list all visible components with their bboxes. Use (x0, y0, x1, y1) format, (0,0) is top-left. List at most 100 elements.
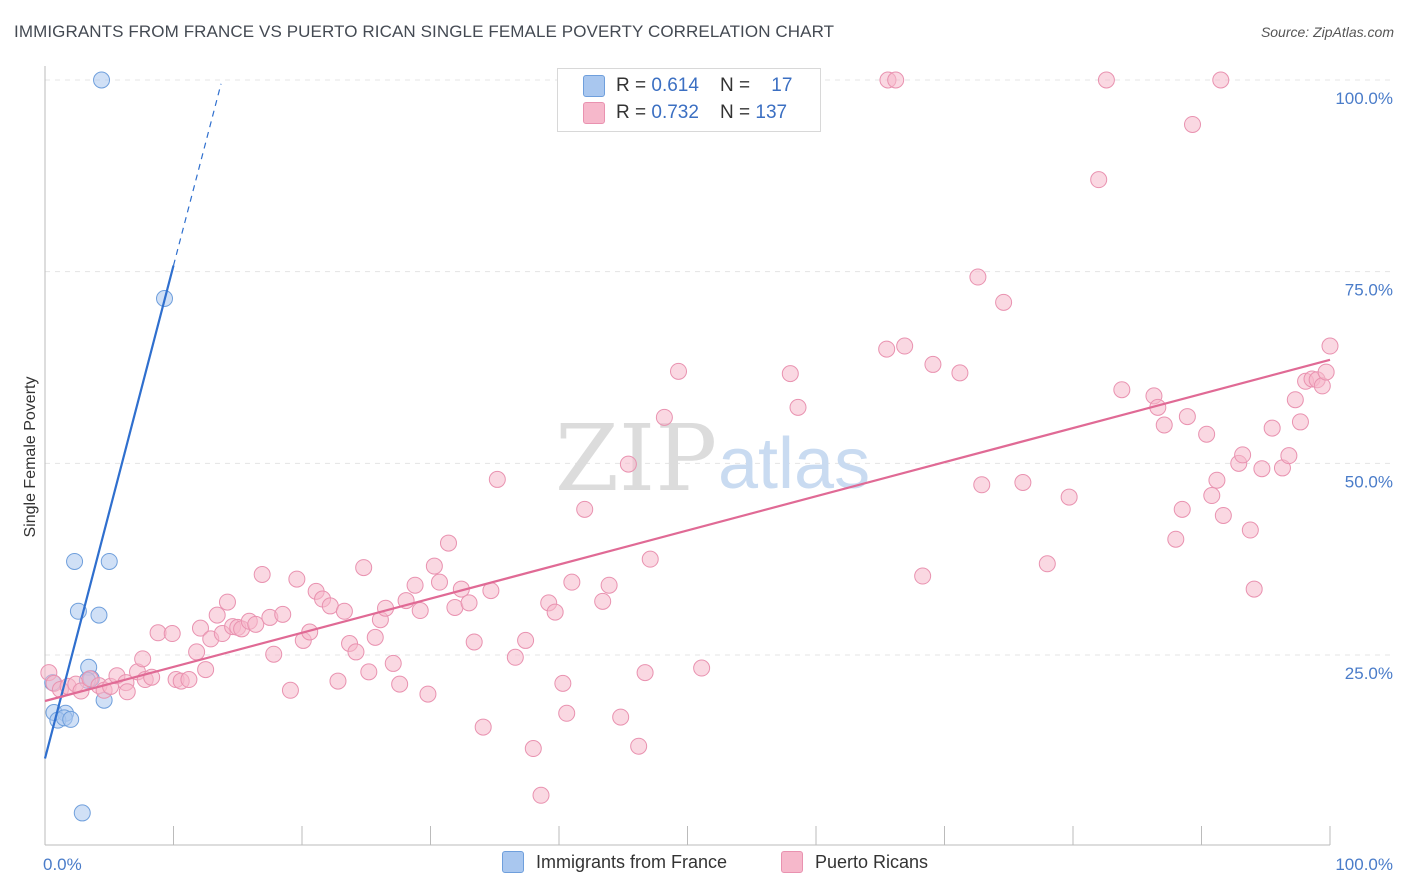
data-point (474, 718, 492, 736)
data-point (1203, 487, 1221, 505)
data-point (265, 645, 283, 663)
r-value-puerto-rican: 0.732 (651, 102, 699, 123)
data-point (594, 592, 612, 610)
n-value-puerto-rican: 137 (755, 102, 788, 123)
data-point (517, 631, 535, 649)
data-point (896, 337, 914, 355)
data-point (1178, 408, 1196, 426)
data-point (1317, 363, 1335, 381)
axes (44, 66, 1331, 846)
trend-lines (43, 83, 1331, 759)
watermark-atlas: atlas (718, 424, 870, 504)
data-point (1263, 419, 1281, 437)
data-point (180, 671, 198, 689)
gridlines (45, 79, 1395, 656)
data-point (563, 573, 581, 591)
data-point (391, 675, 409, 693)
trend-line (44, 358, 1331, 703)
data-point (1321, 337, 1339, 355)
chart-title: IMMIGRANTS FROM FRANCE VS PUERTO RICAN S… (14, 22, 835, 41)
n-value-france: 17 (771, 75, 793, 96)
y-tick-labels: 25.0% 50.0% 75.0% 100.0% (1335, 89, 1393, 683)
data-point (655, 408, 673, 426)
data-point (460, 594, 478, 612)
data-point (288, 570, 306, 588)
series-label-puerto-rican: Puerto Ricans (815, 851, 929, 872)
y-tick-label: 25.0% (1345, 664, 1393, 683)
data-point (188, 643, 206, 661)
source-credit: Source: ZipAtlas.com (1260, 24, 1394, 40)
data-point (630, 737, 648, 755)
data-point (321, 597, 339, 615)
series-legend-france: Immigrants from France (502, 851, 727, 873)
r-value-france: 0.614 (651, 75, 699, 96)
data-point (1214, 506, 1232, 524)
data-point (1014, 474, 1032, 491)
data-point (619, 455, 637, 473)
data-point (406, 576, 424, 594)
legend-swatch-france (583, 75, 605, 97)
y-tick-label: 50.0% (1345, 472, 1393, 491)
data-point (197, 661, 215, 679)
legend-stats-puerto-rican: R = 0.732 N = 137 (616, 102, 788, 123)
data-point (329, 672, 347, 690)
data-point (995, 293, 1013, 311)
data-point (612, 708, 630, 726)
data-point (430, 573, 448, 591)
data-point (1253, 460, 1271, 478)
series-label-france: Immigrants from France (536, 851, 728, 872)
data-point (66, 552, 84, 570)
data-point (439, 534, 457, 552)
data-point (878, 340, 896, 358)
series-swatch-france (502, 851, 524, 873)
data-point (1280, 447, 1298, 465)
data-point (576, 500, 594, 518)
data-point (163, 625, 181, 643)
data-point (335, 602, 353, 620)
data-point (1038, 555, 1056, 573)
data-point (887, 71, 905, 89)
data-point (914, 567, 932, 585)
data-point (281, 681, 299, 699)
data-point (347, 643, 365, 661)
data-point (546, 603, 564, 621)
series-legend-puerto-rican: Puerto Ricans (781, 851, 928, 873)
data-points (40, 71, 1339, 822)
data-point (118, 683, 136, 701)
legend-swatch-puerto-rican (583, 102, 605, 124)
data-point (789, 398, 807, 416)
data-point (973, 476, 991, 494)
data-point (554, 674, 572, 692)
data-point (149, 624, 167, 642)
legend-stats-france: R = 0.614 N = 17 (616, 75, 793, 96)
data-point (93, 71, 111, 89)
data-point (90, 606, 108, 624)
data-point (1291, 413, 1309, 431)
data-point (636, 664, 654, 682)
data-point (670, 362, 688, 380)
data-point (693, 659, 711, 677)
data-point (62, 710, 80, 728)
data-point (1208, 471, 1226, 489)
data-point (1184, 115, 1202, 133)
data-point (1113, 381, 1131, 399)
data-point (1155, 416, 1173, 434)
data-point (1173, 500, 1191, 518)
data-point (1241, 521, 1259, 539)
y-tick-label: 100.0% (1335, 89, 1393, 108)
correlation-legend: R = 0.614 N = 17 R = 0.732 N = 137 (557, 68, 821, 132)
data-point (969, 268, 987, 286)
data-point (1198, 425, 1216, 443)
data-point (253, 566, 271, 583)
y-axis-label: Single Female Poverty (22, 377, 39, 538)
data-point (366, 628, 384, 646)
data-point (360, 663, 378, 681)
data-point (1286, 391, 1304, 409)
data-point (1234, 446, 1252, 464)
data-point (1060, 488, 1078, 506)
data-point (524, 740, 542, 758)
data-point (218, 593, 236, 611)
data-point (73, 804, 91, 822)
data-point (134, 650, 152, 668)
